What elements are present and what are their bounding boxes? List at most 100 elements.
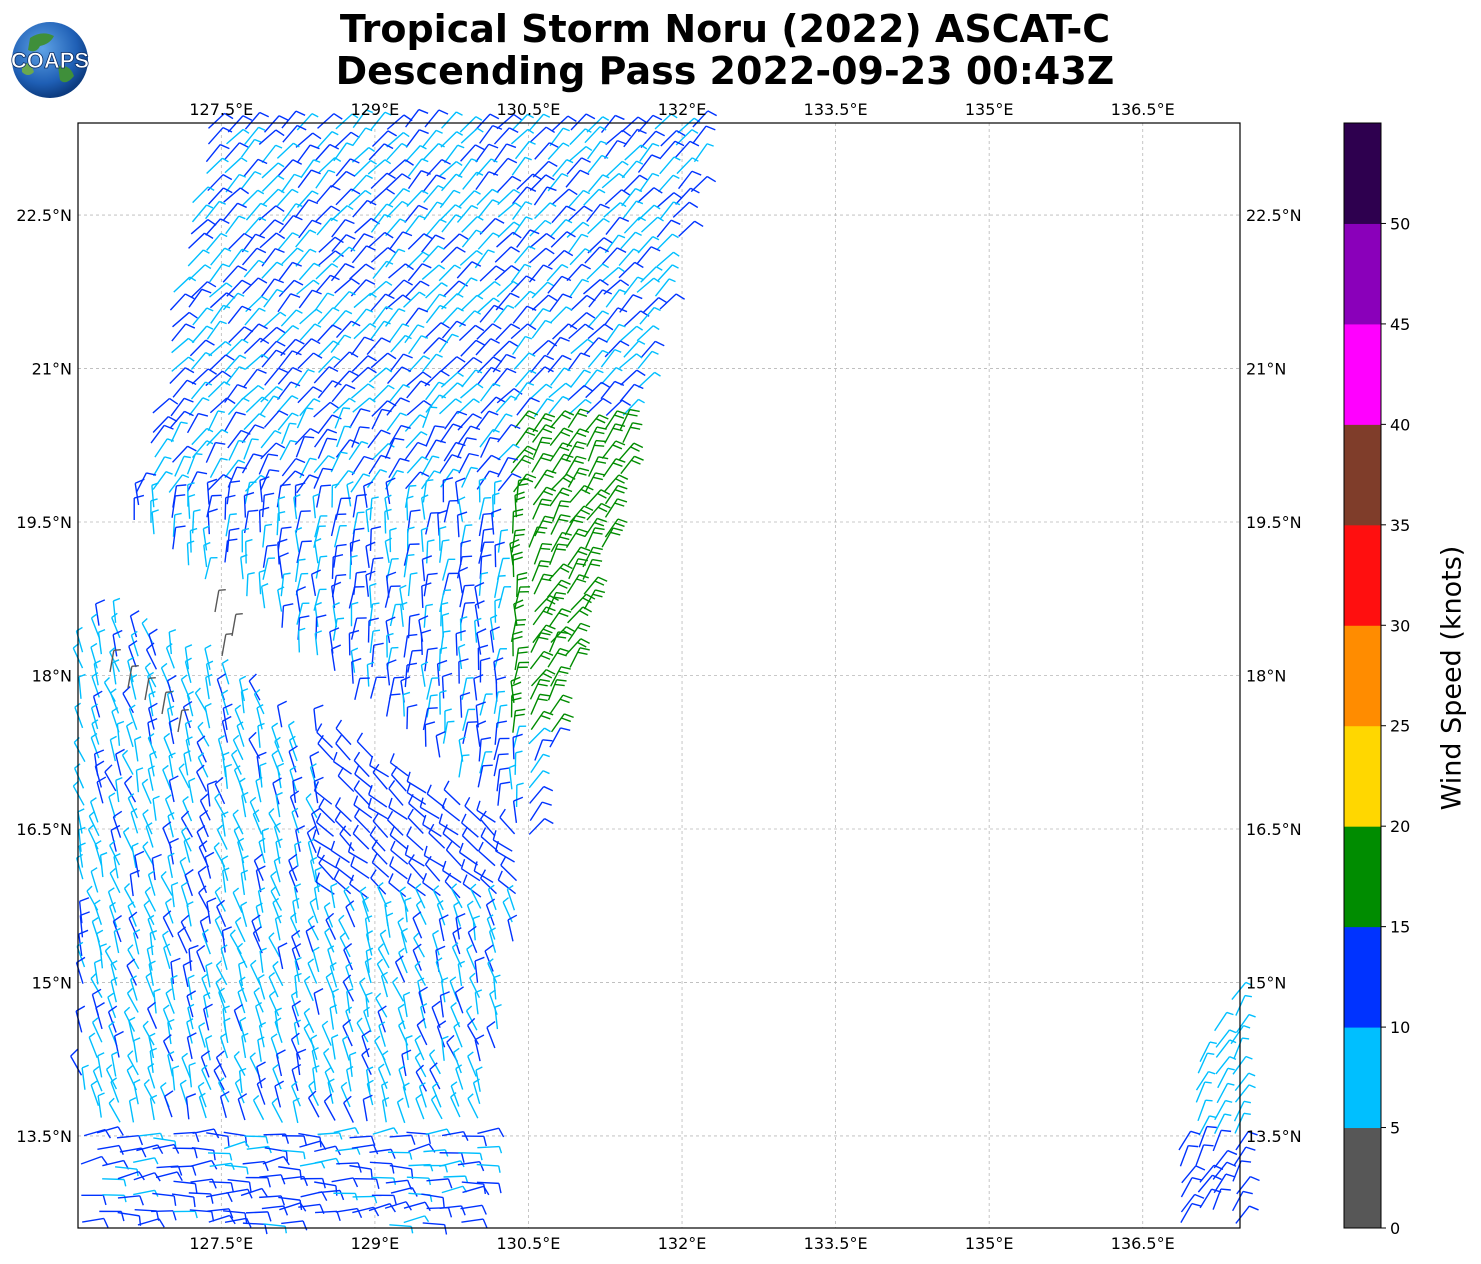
wind-barb xyxy=(309,763,318,789)
wind-barb xyxy=(640,216,664,233)
wind-barb xyxy=(444,410,468,430)
wind-barb xyxy=(168,629,177,655)
wind-barb xyxy=(436,659,448,686)
wind-barb xyxy=(78,826,86,852)
wind-barb xyxy=(279,439,298,461)
wind-barb xyxy=(403,543,420,566)
wind-barb xyxy=(331,1177,359,1188)
lat-tick-label-right: 21°N xyxy=(1246,360,1286,379)
wind-barb xyxy=(296,279,320,295)
wind-barb xyxy=(510,692,522,718)
wind-barb xyxy=(356,732,373,758)
wind-barb xyxy=(109,867,121,894)
wind-barb xyxy=(167,1051,175,1077)
wind-barb xyxy=(422,1222,448,1235)
wind-barb xyxy=(225,513,237,537)
wind-barb xyxy=(272,777,282,805)
wind-barb xyxy=(294,527,303,553)
wind-barb xyxy=(402,991,411,1018)
wind-barb xyxy=(390,334,412,353)
wind-barb xyxy=(309,897,319,924)
wind-barb xyxy=(656,251,680,268)
wind-barb xyxy=(510,454,535,474)
wind-barb xyxy=(321,1020,332,1046)
wind-barb xyxy=(424,721,436,747)
colorbar-segment xyxy=(1344,725,1381,827)
wind-barb xyxy=(431,1000,441,1029)
wind-barb xyxy=(313,776,324,804)
wind-barb xyxy=(369,826,386,852)
wind-barb xyxy=(281,457,306,477)
wind-barb xyxy=(584,246,609,264)
wind-barb xyxy=(460,383,484,399)
wind-barb xyxy=(167,811,175,838)
wind-barb xyxy=(639,142,660,162)
wind-barb xyxy=(245,538,253,564)
wind-barb xyxy=(384,1201,412,1211)
colorbar-tick-label: 15 xyxy=(1390,918,1410,937)
wind-barb xyxy=(369,629,381,654)
wind-barb xyxy=(534,142,559,160)
wind-barb xyxy=(372,1127,399,1135)
wind-barb xyxy=(334,370,359,388)
wind-barb xyxy=(385,912,394,938)
wind-barb xyxy=(548,608,572,628)
wind-barb xyxy=(206,320,227,340)
lat-tick-label-right: 13.5°N xyxy=(1246,1127,1302,1146)
wind-barb xyxy=(487,958,498,984)
wind-barb xyxy=(476,188,499,206)
wind-barb xyxy=(173,1210,198,1219)
wind-barb xyxy=(386,659,397,686)
wind-barb xyxy=(348,586,365,609)
wind-barb xyxy=(316,130,339,149)
wind-barb xyxy=(349,1135,376,1146)
wind-barb xyxy=(440,111,463,129)
wind-barb xyxy=(356,1017,369,1043)
wind-barb xyxy=(492,830,513,852)
wind-barb xyxy=(130,808,139,834)
wind-barb xyxy=(656,233,679,251)
wind-barb xyxy=(461,216,484,233)
wind-barb xyxy=(313,704,324,731)
wind-barb xyxy=(224,142,249,160)
wind-barb xyxy=(1214,1099,1233,1121)
wind-barb xyxy=(206,157,229,175)
wind-barb xyxy=(636,325,660,342)
wind-barb xyxy=(532,160,558,178)
wind-barb xyxy=(439,589,452,613)
wind-barb xyxy=(308,1080,320,1106)
wind-barb xyxy=(605,289,627,308)
wind-barb xyxy=(246,572,255,597)
wind-barb xyxy=(351,527,365,552)
wind-barb xyxy=(278,1196,303,1211)
wind-barb xyxy=(403,553,415,578)
wind-barb xyxy=(388,263,414,279)
wind-barb xyxy=(459,250,483,266)
wind-barb xyxy=(497,586,512,609)
wind-barb xyxy=(493,479,502,505)
wind-barb xyxy=(314,1157,341,1166)
wind-barb xyxy=(141,778,152,804)
wind-barb xyxy=(605,160,629,177)
wind-barb xyxy=(123,775,137,803)
wind-barb xyxy=(453,901,462,927)
wind-barb xyxy=(507,914,518,942)
wind-barb xyxy=(310,569,322,597)
wind-barb xyxy=(253,688,265,715)
wind-barb xyxy=(352,493,367,518)
wind-barb xyxy=(152,795,160,821)
wind-barb xyxy=(223,1017,231,1044)
wind-barb xyxy=(351,366,377,383)
wind-barb xyxy=(94,599,106,626)
wind-barb xyxy=(135,767,144,793)
wind-barb xyxy=(115,776,123,803)
wind-barb xyxy=(340,1081,351,1108)
wind-barb xyxy=(529,232,556,249)
wind-barb xyxy=(514,646,529,671)
wind-barb xyxy=(529,174,555,192)
wind-barb xyxy=(315,169,336,189)
wind-barb xyxy=(209,397,236,414)
wind-barb xyxy=(472,915,481,941)
wind-barb xyxy=(425,282,448,299)
wind-barb xyxy=(493,737,510,761)
